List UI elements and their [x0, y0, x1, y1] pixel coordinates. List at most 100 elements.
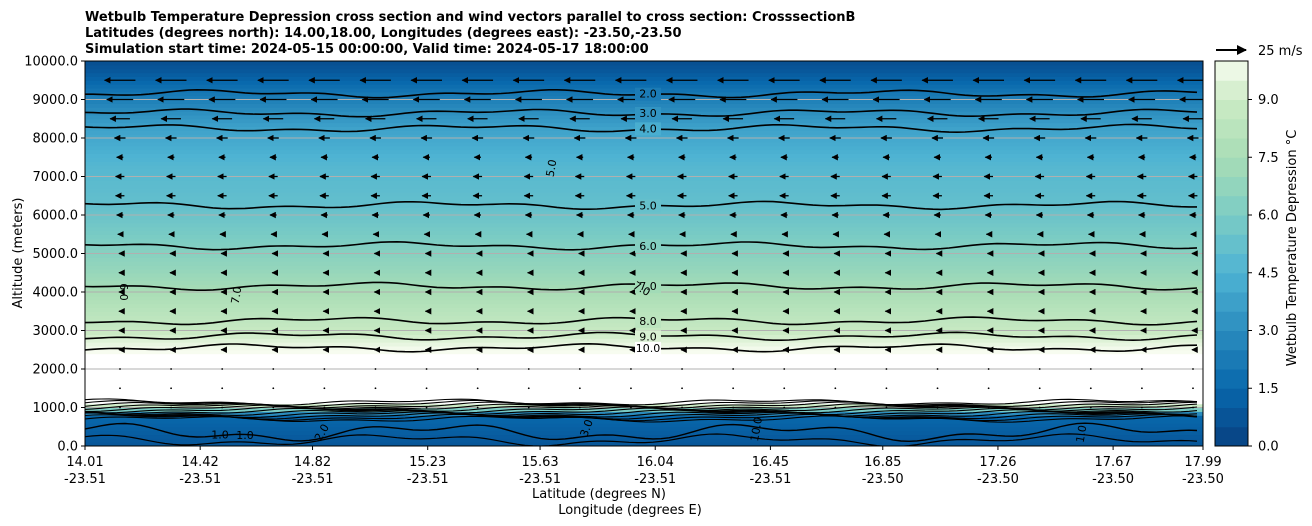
wind-vector — [936, 387, 939, 390]
colorbar-tick-label: 3.0 — [1258, 324, 1279, 339]
contour-band — [85, 72, 1203, 77]
contour-label-bg — [635, 239, 661, 253]
wind-vector — [272, 368, 275, 370]
x-tick-label-lat: 17.99 — [1184, 455, 1221, 470]
wind-vector — [323, 368, 326, 370]
contour-label-extra: 7.0 — [229, 285, 245, 304]
x-tick-label-lon: -23.50 — [1182, 472, 1224, 487]
wind-vector — [1089, 387, 1092, 390]
contour-label-bg — [635, 122, 661, 136]
contour-line-surface — [85, 422, 1198, 443]
contour-label: 8.0 — [639, 315, 657, 328]
contour-line-lowlevel — [85, 410, 1198, 419]
colorbar-band — [1215, 234, 1248, 254]
contour-band — [85, 188, 1203, 193]
colorbar-band — [1215, 80, 1248, 100]
x-tick-label-lat: 15.63 — [521, 455, 558, 470]
contour-band — [85, 211, 1203, 216]
colorbar-tick-label: 7.5 — [1258, 151, 1279, 166]
contour-band — [85, 276, 1203, 282]
wind-vector — [425, 406, 428, 409]
colorbar-band — [1215, 330, 1248, 351]
contour-band — [85, 388, 1203, 393]
wind-vector — [1038, 387, 1041, 390]
contour-band — [85, 407, 1203, 412]
wind-vector — [323, 406, 326, 409]
contour-label-bg — [635, 106, 661, 120]
wind-vector — [476, 368, 479, 370]
contour-band — [85, 422, 1203, 428]
colorbar-ticks: 0.0 1.5 3.0 4.5 6.0 7.5 9.0 — [1248, 93, 1279, 455]
contour-band — [85, 392, 1203, 397]
contour-band — [85, 361, 1203, 366]
contour-label: 7.0 — [639, 280, 657, 293]
wind-vector — [170, 406, 172, 409]
quiver-key-label: 25 m/s — [1258, 44, 1303, 59]
x-axis-label-longitude: Longitude (degrees E) — [558, 503, 702, 518]
colorbar-band — [1215, 215, 1248, 235]
wind-vector — [1192, 387, 1194, 390]
x-tick-label-lon: -23.50 — [862, 472, 904, 487]
x-tick-label-lat: 17.67 — [1095, 455, 1132, 470]
colorbar-tick-label: 6.0 — [1258, 209, 1279, 224]
wind-vector — [987, 406, 990, 409]
x-tick-label-lat: 16.45 — [752, 455, 789, 470]
wind-vector — [221, 406, 224, 409]
wind-vector — [834, 368, 837, 370]
contour-band — [85, 384, 1203, 389]
contour-band — [85, 426, 1203, 432]
contour-label-extra: 6.0 — [117, 283, 130, 301]
wind-vector — [1141, 406, 1143, 409]
contour-band — [85, 168, 1203, 174]
y-tick-label: 1000.0 — [33, 401, 79, 416]
colorbar-band — [1215, 311, 1248, 331]
contour-band — [85, 411, 1203, 416]
contour-band — [85, 191, 1203, 197]
wind-vector — [834, 387, 837, 390]
contour-label: 6.0 — [639, 240, 657, 253]
wind-vector — [1141, 368, 1143, 370]
contour-band — [85, 145, 1203, 151]
contour-label-bg — [635, 314, 661, 328]
wind-vector — [170, 387, 172, 390]
contour-band — [85, 230, 1203, 235]
wind-vector — [732, 368, 735, 370]
wind-vector — [476, 387, 479, 390]
contour-label-extra: 5.0 — [544, 158, 560, 177]
colorbar-tick-label: 1.5 — [1258, 382, 1279, 397]
wind-vector — [374, 387, 377, 390]
contour-band — [85, 419, 1203, 424]
contour-label-bg — [635, 330, 661, 344]
contour-line-lowlevel — [85, 409, 1198, 417]
wind-vector — [732, 406, 735, 409]
colorbar-band — [1215, 292, 1248, 312]
contour-band — [85, 380, 1203, 385]
contour-band — [85, 61, 1203, 66]
wind-vector — [987, 368, 990, 370]
contour-label-extra: 3.0 — [578, 418, 596, 439]
x-tick-label-lon: -23.51 — [64, 472, 106, 487]
x-tick-label-lat: 16.85 — [864, 455, 901, 470]
contour-band — [85, 99, 1203, 104]
contour-band — [85, 369, 1203, 374]
contour-band — [85, 176, 1203, 181]
contour-band — [85, 68, 1203, 74]
colorbar-band — [1215, 272, 1248, 293]
contour-band — [85, 265, 1203, 270]
contour-band — [85, 295, 1203, 301]
wind-vector — [630, 387, 632, 390]
colorbar-bands — [1215, 61, 1248, 447]
y-tick-label: 9000.0 — [33, 93, 79, 108]
x-tick-label-lon: -23.51 — [749, 472, 791, 487]
colorbar-tick-label: 4.5 — [1258, 266, 1279, 281]
contour-band — [85, 80, 1203, 85]
wind-vector — [1192, 406, 1194, 409]
x-tick-label-lat: 14.82 — [294, 455, 331, 470]
wind-vector — [374, 406, 377, 409]
wind-vector — [885, 387, 888, 390]
x-tick-label-lat: 16.04 — [637, 455, 674, 470]
contour-band — [85, 138, 1203, 143]
colorbar-band — [1215, 426, 1248, 447]
wind-vector — [323, 387, 326, 390]
